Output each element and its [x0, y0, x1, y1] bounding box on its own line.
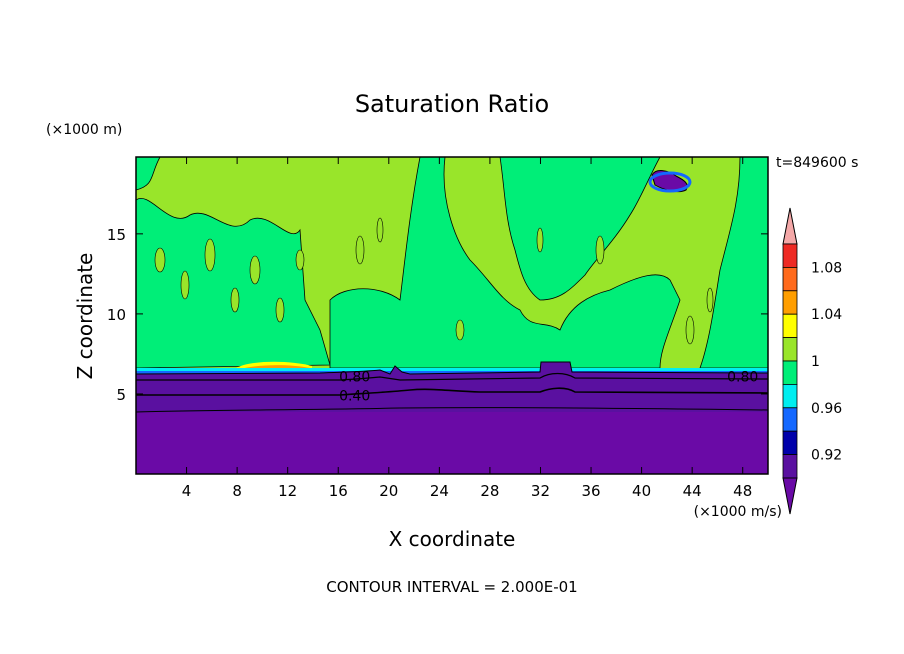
colorbar-bottom-triangle — [782, 477, 798, 515]
colorbar-label: 0.92 — [811, 448, 842, 464]
x-unit-label: (×1000 m/s) — [694, 504, 782, 520]
colorbar-label: 1.08 — [811, 260, 842, 276]
x-axis-label: X coordinate — [389, 527, 516, 551]
contour-interval-note: CONTOUR INTERVAL = 2.000E-01 — [326, 578, 577, 596]
colorbar-label: 1.04 — [811, 307, 842, 323]
y-axis-label: Z coordinate — [73, 253, 97, 380]
x-axis-ticks: 4 8 12 16 20 24 28 32 36 40 44 48 — [182, 157, 752, 500]
colorbar-label: 0.96 — [811, 401, 842, 417]
y-axis-ticks: 5 10 15 — [107, 226, 768, 404]
x-tick-label: 8 — [232, 482, 242, 500]
colorbar-swatch — [782, 243, 798, 268]
contour-line-0-80 — [136, 372, 768, 381]
y-tick-label: 10 — [107, 306, 126, 324]
contour-labels: 0.80 0.40 0.80 — [339, 369, 758, 404]
contour-line-0-40 — [136, 387, 768, 396]
region-blue-fringe — [648, 171, 692, 193]
chart-title: Saturation Ratio — [355, 90, 549, 118]
y-tick-label: 15 — [107, 226, 126, 244]
x-tick-label: 36 — [581, 482, 600, 500]
speckle-islands — [154, 217, 714, 345]
colorbar-swatch — [782, 454, 798, 479]
colorbar-top-triangle — [782, 207, 798, 245]
contour-field — [136, 157, 768, 474]
x-tick-label: 16 — [329, 482, 348, 500]
time-label: t=849600 s — [776, 155, 858, 171]
plot-frame — [135, 156, 769, 475]
x-tick-label: 4 — [182, 482, 192, 500]
contour-label: 0.80 — [339, 369, 370, 385]
colorbar-swatch — [782, 430, 798, 456]
region-wet-upper-left — [136, 198, 331, 369]
region-wet-right-edge — [699, 157, 768, 369]
colorbar-swatch — [782, 337, 798, 362]
colorbar-swatch — [782, 266, 798, 292]
contour-line-lower — [136, 407, 768, 413]
x-tick-label: 20 — [379, 482, 398, 500]
colorbar-swatch — [782, 383, 798, 409]
colorbar-swatch — [782, 360, 798, 385]
x-tick-label: 12 — [278, 482, 297, 500]
x-tick-label: 48 — [733, 482, 752, 500]
x-tick-label: 40 — [632, 482, 651, 500]
contour-label: 0.40 — [339, 389, 370, 405]
band-blue — [136, 371, 768, 374]
colorbar-swatch — [782, 407, 798, 432]
region-wet-center — [329, 157, 681, 369]
contour-label: 0.80 — [727, 369, 758, 385]
region-dry-deep — [136, 412, 768, 474]
colorbar: 1.08 1.04 1 0.96 0.92 — [782, 207, 842, 515]
x-tick-label: 28 — [480, 482, 499, 500]
colorbar-label: 1 — [811, 354, 820, 370]
x-tick-label: 24 — [430, 482, 449, 500]
x-tick-label: 44 — [683, 482, 702, 500]
region-wet-upper-right — [499, 157, 661, 301]
colorbar-swatch — [782, 313, 798, 339]
y-unit-label: (×1000 m) — [46, 122, 122, 138]
band-cyan — [136, 368, 768, 372]
y-tick-label: 5 — [116, 386, 126, 404]
colorbar-swatch — [782, 290, 798, 315]
x-tick-label: 32 — [531, 482, 550, 500]
